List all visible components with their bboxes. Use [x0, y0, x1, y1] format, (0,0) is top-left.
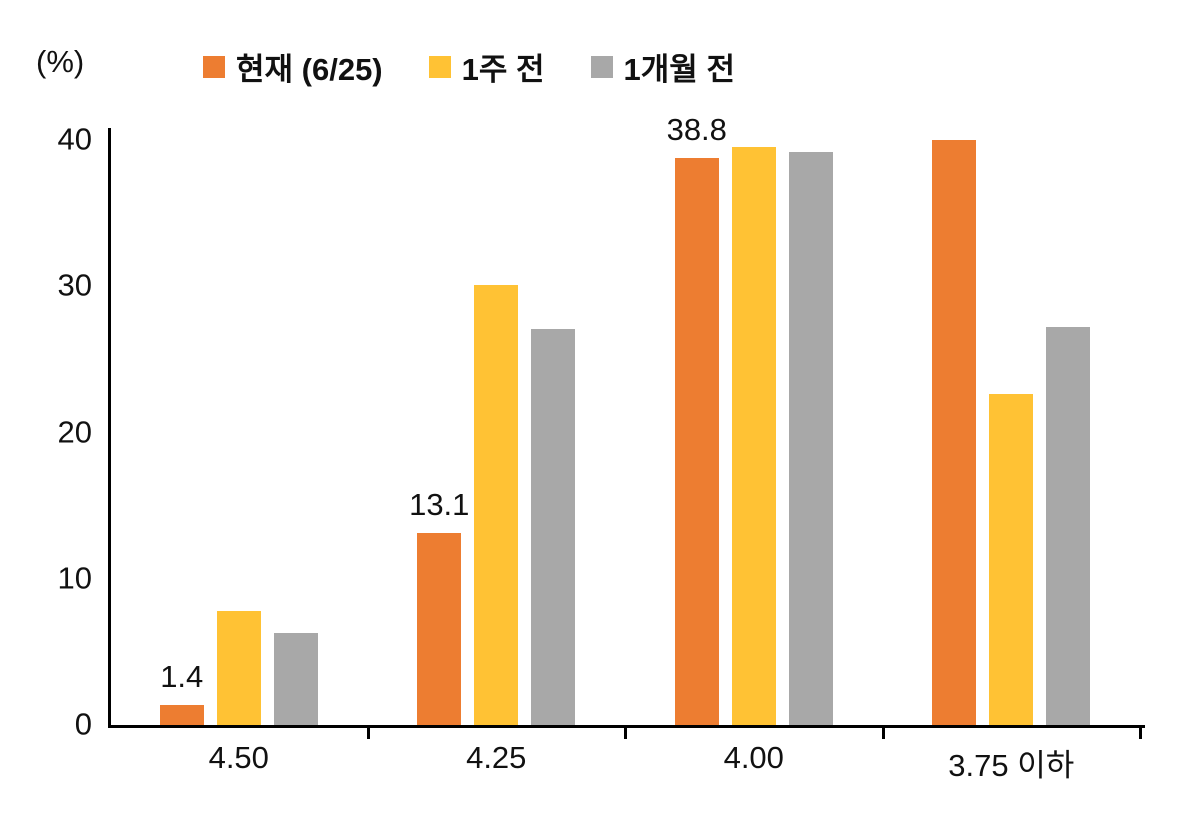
bar-series1-cat1: [474, 285, 519, 725]
x-category-label: 4.50: [208, 740, 269, 775]
chart-legend: 현재 (6/25) 1주 전 1개월 전: [203, 44, 735, 89]
bar-series0-cat0: [159, 705, 204, 725]
bar-series0-cat3: [932, 140, 977, 725]
x-axis-tick: [881, 727, 885, 739]
legend-label: 1주 전: [461, 52, 545, 87]
y-axis-line: [108, 128, 111, 728]
bar-series1-cat0: [216, 611, 261, 725]
x-axis-tick: [1139, 727, 1142, 739]
plot-area: 1.4 13.1 38.8: [110, 110, 1140, 725]
x-category-label: 4.00: [723, 740, 784, 775]
bar-series2-cat1: [531, 329, 576, 725]
y-tick-label: 10: [57, 560, 92, 596]
x-category-label: 4.25: [466, 740, 527, 775]
bar-series2-cat3: [1046, 327, 1091, 725]
legend-swatch-icon: [428, 55, 451, 78]
bar-data-label: 38.8: [666, 112, 727, 147]
bar-series1-cat3: [989, 394, 1034, 725]
bar-series1-cat2: [731, 147, 776, 725]
legend-swatch-icon: [590, 55, 613, 78]
y-tick-label: 40: [57, 121, 92, 157]
legend-item-0: 현재 (6/25): [203, 44, 383, 89]
bar-data-label: 13.1: [409, 487, 470, 522]
y-tick-label: 20: [57, 413, 92, 449]
x-axis-tick: [624, 727, 627, 739]
legend-label: 현재 (6/25): [236, 52, 383, 87]
bar-series2-cat0: [273, 633, 318, 725]
bar-series2-cat2: [788, 152, 833, 725]
bar-data-label: 1.4: [160, 659, 204, 694]
x-axis-tick: [366, 727, 370, 739]
y-axis-unit-label: (%): [36, 44, 85, 79]
bar-series0-cat2: [674, 158, 719, 725]
legend-swatch-icon: [203, 55, 225, 78]
y-tick-label: 0: [74, 706, 92, 742]
bar-series0-cat1: [417, 533, 462, 725]
x-category-label: 3.75 이하: [948, 748, 1075, 783]
y-tick-label: 30: [57, 267, 92, 303]
legend-item-1: 1주 전: [428, 44, 545, 89]
x-axis-line: [108, 725, 1145, 728]
legend-item-2: 1개월 전: [590, 44, 735, 89]
legend-label: 1개월 전: [623, 52, 735, 87]
